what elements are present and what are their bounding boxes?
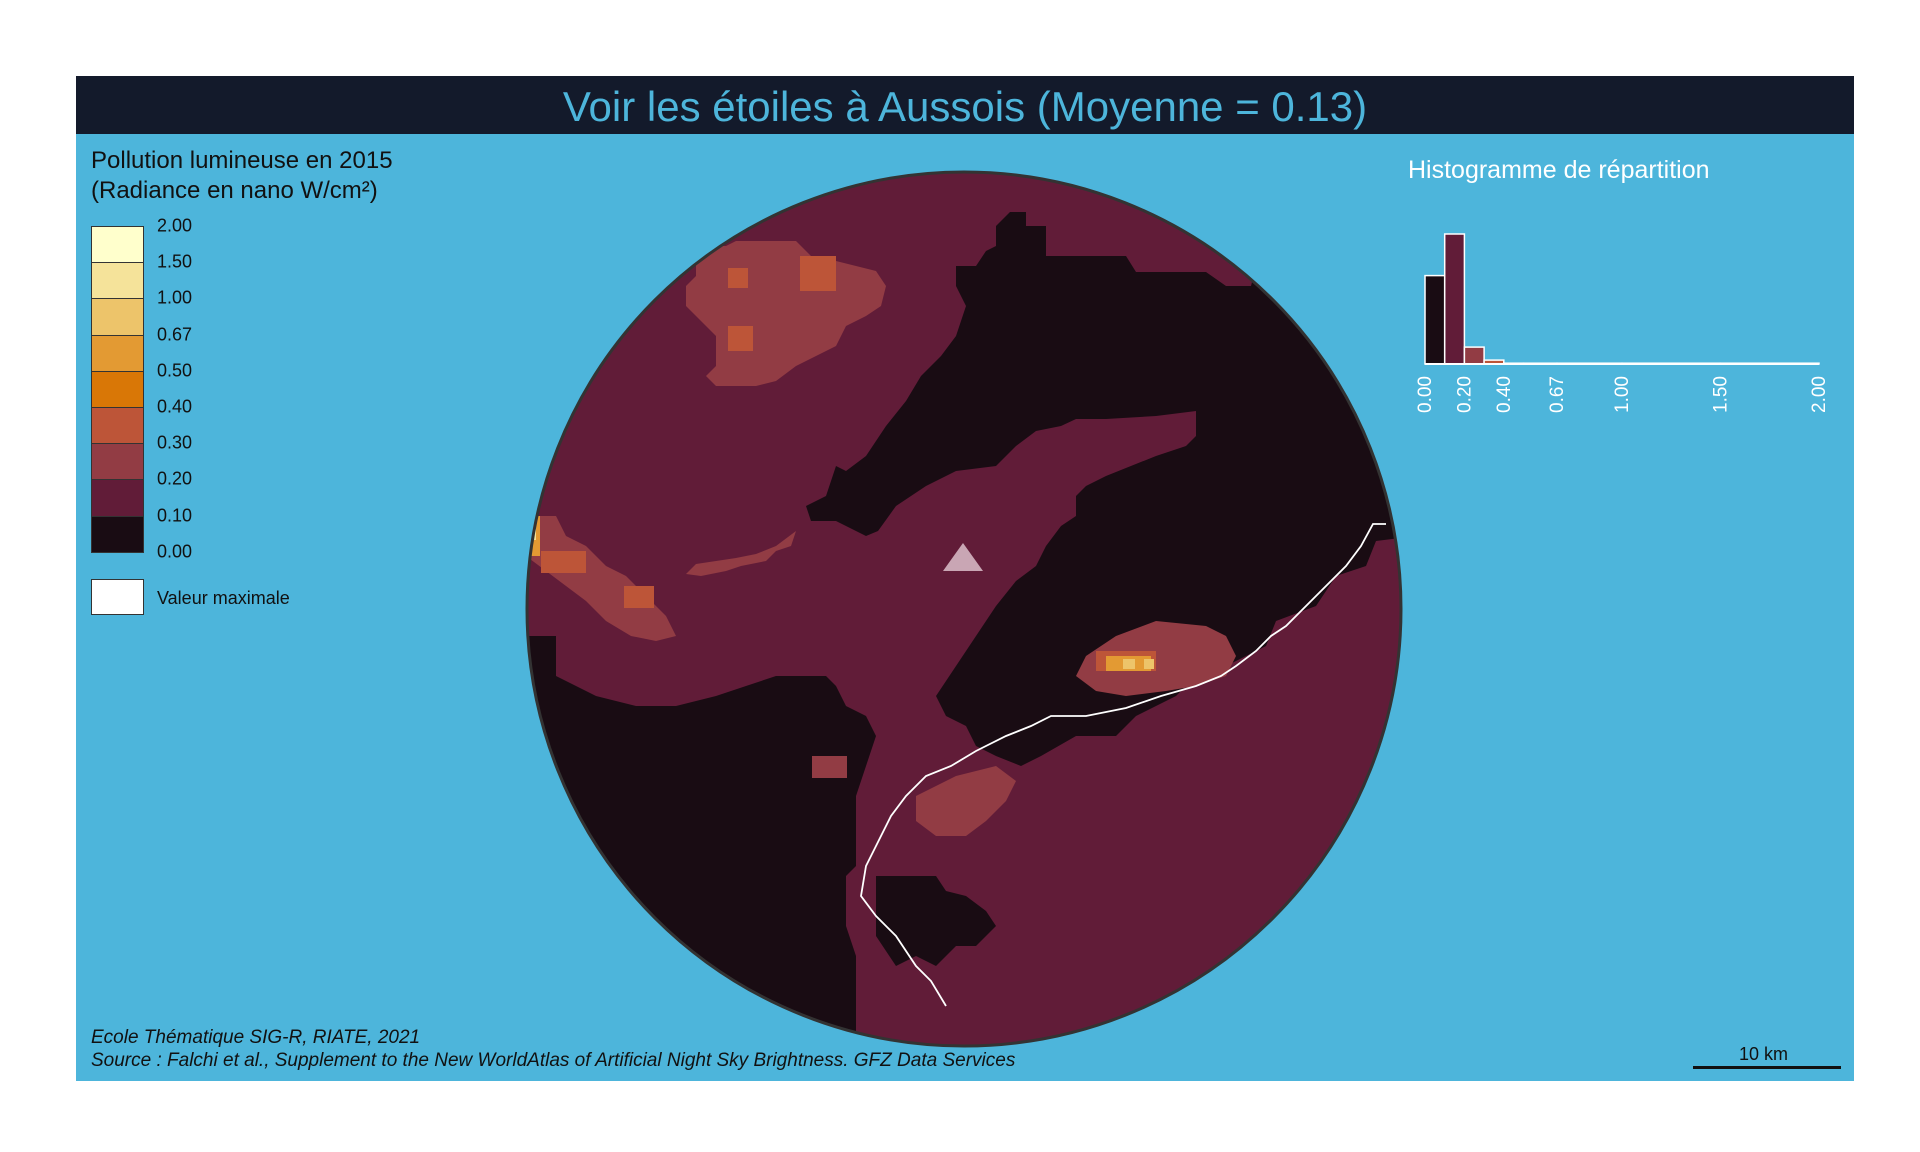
raster-patch-east-core <box>1123 659 1135 669</box>
legend-break-label: 0.20 <box>157 468 193 489</box>
raster-strip-center <box>686 531 796 576</box>
legend-swatch <box>91 443 144 481</box>
legend-break-label: 1.00 <box>157 287 193 308</box>
legend-max-swatch <box>91 579 144 615</box>
legend-swatch <box>91 515 144 553</box>
credits: Ecole Thématique SIG-R, RIATE, 2021 Sour… <box>91 1026 1015 1072</box>
raster-patch-north-hot-3 <box>728 326 753 351</box>
histogram-title: Histogramme de répartition <box>1408 156 1710 184</box>
country-border-line <box>860 523 1386 1007</box>
histogram-bar <box>1424 274 1446 365</box>
raster-patch-south-small <box>812 756 847 778</box>
legend-title: Pollution lumineuse en 2015 (Radiance en… <box>91 146 393 206</box>
legend-break-label: 0.67 <box>157 324 193 345</box>
histogram-tick-label: 2.00 <box>1809 376 1830 413</box>
histogram-bar <box>1463 346 1485 365</box>
histogram: 0.00 0.20 0.40 0.67 1.00 1.50 2.00 <box>1415 233 1830 413</box>
raster-dark-south <box>876 876 996 966</box>
title-bar: Voir les étoiles à Aussois (Moyenne = 0.… <box>76 76 1854 134</box>
legend-title-line2: (Radiance en nano W/cm²) <box>91 177 378 204</box>
credits-line1: Ecole Thématique SIG-R, RIATE, 2021 <box>91 1027 421 1048</box>
histogram-tick-label: 0.40 <box>1494 376 1515 413</box>
histogram-bar <box>1443 233 1466 365</box>
credits-line2: Source : Falchi et al., Supplement to th… <box>91 1050 1016 1071</box>
legend-swatch <box>91 226 144 264</box>
legend-break-label: 1.50 <box>157 251 193 272</box>
raster-patch-west <box>527 516 676 641</box>
legend-break-label: 0.50 <box>157 360 193 381</box>
raster-patch-north-hot-2 <box>728 268 748 288</box>
legend-swatch <box>91 479 144 517</box>
legend-swatch <box>91 370 144 408</box>
page-title: Voir les étoiles à Aussois (Moyenne = 0.… <box>562 83 1368 130</box>
radiance-raster <box>527 172 1401 1046</box>
legend-swatch <box>91 298 144 336</box>
legend-swatch <box>91 262 144 300</box>
legend-swatch <box>91 407 144 445</box>
scale-bar <box>1693 1066 1841 1069</box>
raster-patch-southeast <box>916 766 1016 836</box>
map-canvas: 0.00 0.20 0.40 0.67 1.00 1.50 2.00 <box>525 170 1830 1048</box>
histogram-tick-label: 1.00 <box>1612 376 1633 413</box>
legend-break-label: 0.00 <box>157 541 193 562</box>
triangle-icon <box>943 543 983 571</box>
raster-patch-east-core-2 <box>1144 659 1154 669</box>
scale-bar-label: 10 km <box>1739 1044 1789 1064</box>
legend-break-label: 0.40 <box>157 396 193 417</box>
histogram-tick-label: 1.50 <box>1711 376 1732 413</box>
legend-break-label: 0.30 <box>157 432 193 453</box>
raster-patch-west-hot <box>541 551 586 573</box>
raster-dark-north <box>806 212 1401 766</box>
histogram-tick-label: 0.67 <box>1547 376 1568 413</box>
histogram-tick-label: 0.20 <box>1454 376 1475 413</box>
legend-break-label: 0.10 <box>157 505 193 526</box>
histogram-tick-label: 0.00 <box>1415 376 1436 413</box>
raster-patch-west-hot-2 <box>624 586 654 608</box>
legend-title-line1: Pollution lumineuse en 2015 <box>91 147 393 174</box>
raster-patch-north-hot <box>800 256 836 291</box>
study-area-outline <box>525 170 1403 1048</box>
legend-swatch <box>91 334 144 372</box>
legend-break-label: 2.00 <box>157 215 193 236</box>
legend-max-label: Valeur maximale <box>157 588 290 608</box>
map-frame: 0.00 0.20 0.40 0.67 1.00 1.50 2.00 Voir les ét… <box>76 76 1854 1081</box>
